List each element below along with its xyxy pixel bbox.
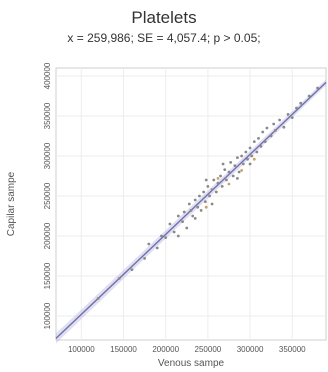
data-point <box>236 177 239 180</box>
data-point <box>237 170 241 174</box>
data-point <box>206 185 210 188</box>
data-point <box>225 178 228 182</box>
data-point <box>248 162 252 166</box>
data-point <box>261 130 265 134</box>
data-point <box>191 214 195 218</box>
data-point <box>199 209 203 212</box>
chart-title: Platelets <box>131 8 197 27</box>
data-point <box>203 200 207 204</box>
data-point <box>210 188 214 192</box>
data-point <box>187 202 191 206</box>
y-tick-label: 150000 <box>43 262 52 289</box>
data-point <box>240 154 244 158</box>
data-point-highlighted <box>252 157 256 161</box>
data-point <box>278 118 281 122</box>
data-point-highlighted <box>227 182 231 186</box>
x-tick-label: 100000 <box>68 345 95 354</box>
y-tick-label: 200000 <box>43 222 52 249</box>
data-point <box>214 190 218 194</box>
data-point <box>241 162 245 166</box>
data-point <box>259 145 263 148</box>
data-point <box>221 162 225 166</box>
data-point <box>219 174 222 178</box>
data-point <box>202 190 206 194</box>
data-point <box>272 122 276 126</box>
data-point-highlighted <box>216 177 220 180</box>
x-axis-label: Venous sampe <box>158 358 225 369</box>
data-point <box>273 129 277 132</box>
data-point <box>117 277 121 280</box>
data-point <box>168 222 172 226</box>
data-point <box>155 246 159 250</box>
data-point <box>181 220 184 224</box>
data-point <box>143 257 146 260</box>
data-point <box>223 168 227 172</box>
data-point <box>282 125 286 129</box>
data-point-highlighted <box>204 205 208 209</box>
x-tick-label: 200000 <box>152 345 179 354</box>
data-point <box>263 140 267 144</box>
data-point <box>196 205 200 209</box>
y-tick-label: 250000 <box>43 182 52 209</box>
y-tick-label: 100000 <box>43 302 52 329</box>
data-point <box>269 134 273 138</box>
data-point <box>220 185 224 188</box>
data-point <box>212 178 216 182</box>
data-point <box>130 268 134 271</box>
data-point <box>164 236 168 240</box>
data-point <box>229 161 233 164</box>
data-point <box>286 113 290 116</box>
y-tick-label: 350000 <box>43 102 52 129</box>
data-point <box>236 156 239 160</box>
data-point <box>227 170 231 174</box>
data-point-highlighted <box>240 169 244 172</box>
data-point <box>216 181 220 185</box>
data-point <box>176 214 180 218</box>
data-point <box>208 194 211 198</box>
data-point <box>246 157 249 161</box>
x-tick-label: 300000 <box>237 345 264 354</box>
data-point <box>160 234 163 238</box>
data-point <box>185 226 189 230</box>
chart-subtitle: x = 259,986; SE = 4,057.4; p > 0.05; <box>67 31 261 45</box>
plot-area <box>55 67 327 341</box>
data-point <box>233 164 237 168</box>
data-point <box>182 210 186 214</box>
x-tick-label: 150000 <box>110 345 137 354</box>
y-tick-label: 300000 <box>43 142 52 169</box>
data-point <box>290 116 294 119</box>
x-tick-label: 350000 <box>279 345 306 354</box>
y-axis-label: Capilar sampe <box>6 171 17 236</box>
data-point <box>231 174 235 178</box>
data-point <box>252 140 256 144</box>
data-point <box>193 217 197 220</box>
data-point <box>176 234 180 238</box>
y-tick-label: 400000 <box>43 62 52 89</box>
data-point <box>172 230 176 234</box>
data-point <box>250 154 254 158</box>
data-point <box>96 297 100 300</box>
data-point <box>248 146 252 150</box>
data-points <box>96 86 319 300</box>
data-point <box>147 242 151 246</box>
data-point <box>210 202 214 206</box>
x-tick-label: 250000 <box>195 345 222 354</box>
data-point <box>244 150 248 154</box>
data-point <box>193 198 197 202</box>
data-point <box>299 101 303 105</box>
data-point <box>257 137 260 140</box>
data-point <box>204 178 208 182</box>
data-point <box>198 194 201 198</box>
data-point <box>265 126 269 130</box>
x-axis-ticks: 100000 150000 200000 250000 300000 350000 <box>68 345 306 354</box>
data-point <box>255 150 259 154</box>
data-point <box>189 209 193 212</box>
y-axis-ticks: 100000 150000 200000 250000 300000 350000 4000… <box>43 62 52 329</box>
data-point <box>295 106 298 110</box>
data-point <box>316 86 319 90</box>
grid-lines <box>56 68 326 340</box>
data-point <box>307 94 311 98</box>
